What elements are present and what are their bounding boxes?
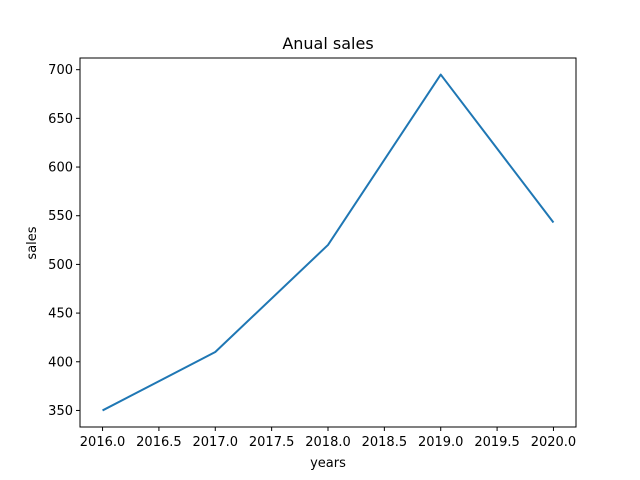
x-tick-label: 2019.5 (474, 435, 520, 450)
x-tick-label: 2017.0 (193, 435, 239, 450)
y-tick-label: 500 (48, 258, 73, 273)
series-layer (102, 73, 555, 412)
data-point (327, 244, 329, 246)
y-tick-label: 650 (48, 112, 73, 127)
x-tick-label: 2016.0 (80, 435, 126, 450)
x-tick-label: 2018.5 (362, 435, 408, 450)
series-line (102, 73, 555, 412)
data-point (102, 409, 104, 411)
y-tick-label: 550 (48, 209, 73, 224)
x-axis-label: years (310, 456, 346, 471)
y-tick-label: 700 (48, 63, 73, 78)
data-point (552, 222, 554, 224)
y-tick-label: 400 (48, 355, 73, 370)
y-tick-label: 600 (48, 161, 73, 176)
x-tick-label: 2017.5 (249, 435, 295, 450)
y-axis: 350 400 450 500 550 600 650 700 (48, 63, 80, 419)
chart-title: Anual sales (282, 34, 373, 53)
x-tick-label: 2016.5 (136, 435, 182, 450)
data-point (214, 351, 216, 353)
data-point (440, 74, 442, 76)
x-axis: 2016.0 2016.5 2017.0 2017.5 2018.0 2018.5 2019… (80, 427, 576, 450)
y-axis-label: sales (25, 226, 40, 259)
x-tick-label: 2020.0 (531, 435, 577, 450)
y-tick-label: 450 (48, 307, 73, 322)
x-tick-label: 2019.0 (418, 435, 464, 450)
x-tick-label: 2018.0 (305, 435, 351, 450)
plot-area (79, 57, 577, 428)
y-tick-label: 350 (48, 404, 73, 419)
